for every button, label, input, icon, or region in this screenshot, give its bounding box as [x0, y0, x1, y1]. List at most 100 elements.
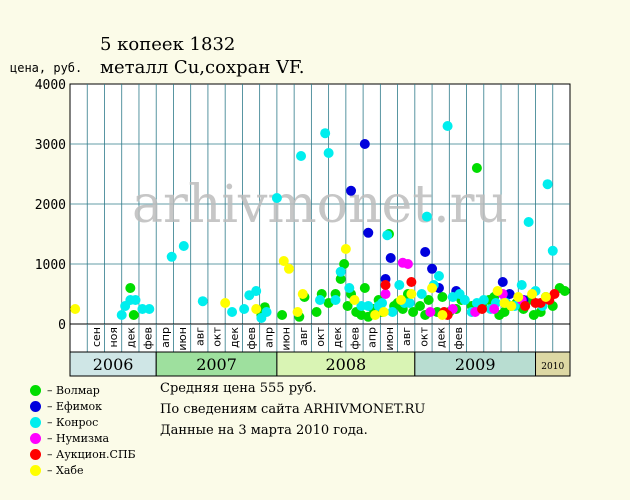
x-tick-label: апр — [159, 327, 172, 348]
data-point — [166, 251, 177, 262]
x-tick-label: авг — [297, 327, 310, 346]
x-tick-label: апр — [262, 327, 275, 348]
year-band — [276, 351, 416, 377]
data-point — [408, 307, 419, 317]
data-point — [437, 310, 448, 320]
x-tick-label: фев — [245, 327, 258, 350]
data-point — [442, 121, 453, 131]
x-tick-label: окт — [211, 326, 224, 346]
legend-label: – Нумизма — [47, 432, 110, 445]
x-tick-label: дек — [124, 327, 137, 348]
data-point — [277, 310, 288, 320]
x-tick-label: окт — [417, 326, 430, 346]
data-point — [137, 304, 148, 314]
data-point — [549, 289, 560, 299]
data-point — [251, 304, 262, 314]
x-tick-label: сен — [90, 327, 103, 347]
data-point — [292, 307, 303, 317]
x-tick-label: дек — [228, 327, 241, 348]
data-point — [130, 295, 141, 305]
data-point — [499, 307, 510, 317]
data-point — [363, 301, 374, 311]
legend-item: – Аукцион.СПБ — [30, 448, 136, 461]
data-point — [404, 298, 415, 308]
data-point — [540, 292, 551, 302]
source-note: По сведениям сайта ARHIVMONET.RU — [160, 402, 426, 417]
data-point — [346, 185, 357, 196]
legend-label: – Хабе — [47, 464, 84, 477]
data-point — [197, 296, 208, 307]
data-point — [178, 241, 189, 251]
data-point — [477, 304, 488, 314]
data-point — [356, 301, 367, 311]
data-point — [359, 283, 370, 293]
data-point — [416, 289, 427, 299]
year-band — [69, 351, 157, 377]
legend-item: – Волмар — [30, 384, 100, 397]
year-label: 2008 — [326, 355, 367, 374]
date-note: Данные на 3 марта 2010 года. — [160, 423, 368, 438]
data-point — [220, 298, 231, 308]
x-tick-label: ноя — [107, 327, 120, 348]
data-point — [340, 244, 351, 254]
data-point — [380, 280, 391, 290]
data-point — [394, 280, 405, 290]
data-point — [239, 304, 250, 314]
data-point — [335, 266, 346, 277]
data-point — [433, 271, 444, 281]
data-point — [271, 193, 282, 203]
x-tick-label: июн — [280, 327, 293, 351]
data-point — [402, 259, 413, 269]
data-point — [330, 295, 341, 305]
chart-title: 5 копеек 1832 — [100, 34, 236, 55]
data-point — [387, 307, 398, 317]
legend-marker — [30, 465, 41, 476]
watermark: arhivmonet.ru — [132, 175, 508, 235]
data-point — [320, 128, 331, 139]
data-point — [70, 304, 81, 314]
data-point — [489, 304, 500, 314]
y-tick-label: 0 — [58, 318, 66, 333]
data-point — [382, 230, 393, 241]
legend-item: – Конрос — [30, 416, 98, 429]
data-point — [527, 289, 538, 299]
data-point — [421, 211, 432, 222]
x-tick-label: окт — [314, 326, 327, 346]
x-tick-label: дек — [435, 327, 448, 348]
data-point — [425, 307, 436, 317]
x-tick-label: фев — [348, 327, 361, 350]
year-band — [535, 351, 571, 377]
data-point — [339, 259, 350, 269]
x-tick-label: фев — [452, 327, 465, 350]
data-point — [251, 286, 262, 296]
x-tick-label: апр — [366, 327, 379, 348]
x-tick-label: авг — [400, 327, 413, 346]
data-point — [547, 245, 558, 256]
legend-label: – Аукцион.СПБ — [47, 448, 136, 461]
legend-label: – Ефимок — [47, 400, 103, 413]
y-tick-label: 1000 — [35, 258, 66, 273]
data-point — [427, 263, 438, 274]
data-point — [370, 310, 381, 320]
data-point — [315, 295, 325, 305]
data-point — [396, 295, 407, 305]
data-point — [278, 256, 289, 266]
data-point — [363, 227, 374, 238]
x-tick-band — [69, 323, 571, 353]
year-label: 2010 — [541, 362, 564, 372]
data-point — [227, 307, 238, 317]
chart-subtitle: металл Cu,сохран VF. — [100, 57, 305, 78]
data-point — [492, 286, 503, 296]
data-point — [520, 301, 531, 311]
year-label: 2006 — [93, 355, 134, 374]
data-point — [283, 263, 294, 274]
year-label: 2007 — [196, 355, 237, 374]
average-price: Средняя цена 555 руб. — [160, 381, 317, 396]
data-point — [377, 298, 388, 308]
data-point — [559, 286, 570, 296]
data-point — [116, 310, 127, 320]
y-tick-label: 2000 — [35, 198, 66, 213]
data-point — [311, 307, 322, 317]
data-point — [144, 304, 155, 314]
